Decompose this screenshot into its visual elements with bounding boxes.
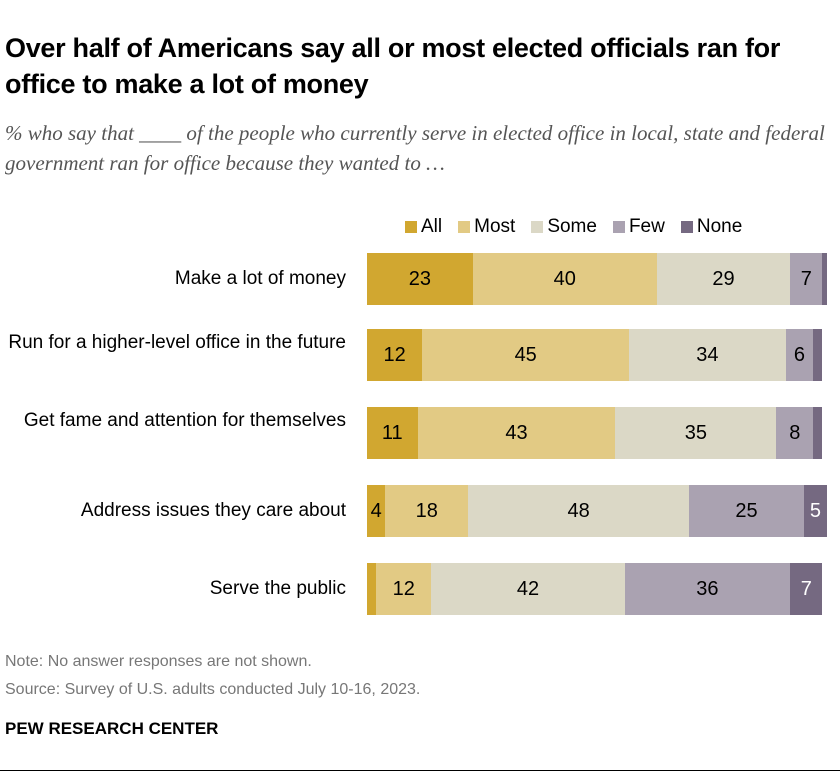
bar-segment-all: 12 (367, 329, 423, 381)
bar-segment-none (813, 329, 823, 381)
data-label: 7 (800, 267, 812, 290)
data-label: 4 (370, 499, 382, 522)
bar-segment-none: 7 (790, 563, 823, 615)
legend-swatch (680, 221, 693, 233)
legend-swatch (458, 221, 471, 233)
legend-swatch (612, 221, 625, 233)
legend-label: Some (547, 216, 597, 237)
data-label: 40 (553, 267, 576, 290)
bar-segment-some: 34 (629, 329, 786, 381)
stacked-bar: 12 42 36 7 (367, 563, 823, 615)
bar-segment-few: 25 (688, 485, 804, 537)
data-label: 25 (735, 499, 758, 522)
category-label: Serve the public (209, 578, 346, 599)
bar-segment-most: 45 (422, 329, 630, 381)
stacked-bar: 4 18 48 25 5 (367, 485, 827, 537)
data-label: 45 (514, 343, 537, 366)
legend-label: All (421, 216, 443, 237)
bar-segment-few: 8 (776, 407, 814, 459)
bar-segment-most: 40 (472, 253, 657, 305)
data-label: 34 (696, 343, 719, 366)
legend-label: Few (628, 216, 665, 237)
data-label: 29 (712, 267, 735, 290)
category-label: Address issues they care about (80, 500, 346, 521)
legend-swatch (405, 221, 417, 233)
bar-segment-few: 6 (785, 329, 814, 381)
bar-segment-some: 35 (615, 407, 777, 459)
data-label: 42 (516, 577, 540, 600)
bar-segment-none (822, 253, 827, 305)
data-label: 48 (567, 499, 590, 522)
bar-segment-none: 5 (803, 485, 827, 537)
legend-item-most: Most (458, 216, 515, 238)
bottom-rule (0, 770, 840, 771)
category-label: Make a lot of money (174, 268, 346, 289)
data-label: 12 (392, 577, 415, 600)
data-label: 43 (505, 421, 528, 444)
legend-label: Most (474, 216, 516, 237)
data-label: 35 (684, 421, 708, 444)
bar-segment-few: 7 (790, 253, 823, 305)
legend-item-few: Few (612, 216, 665, 238)
stacked-bar: 23 40 29 7 (367, 253, 827, 305)
data-label: 18 (415, 499, 438, 522)
bar-segment-some: 48 (468, 485, 689, 537)
bar-segment-few: 36 (624, 563, 791, 615)
legend-item-some: Some (531, 216, 597, 238)
bar-segment-some: 42 (431, 563, 625, 615)
legend-swatch (531, 221, 544, 233)
bar-segment-none (813, 407, 823, 459)
bar-segment-all: 23 (367, 253, 473, 305)
bar-segment-all (367, 563, 377, 615)
data-label: 36 (696, 577, 719, 600)
note: Note: No answer responses are not shown. (5, 653, 312, 670)
category-label: Get fame and attention for themselves (23, 410, 346, 431)
data-label: 11 (381, 421, 403, 444)
data-label: 7 (800, 577, 812, 600)
bar-segment-most: 12 (376, 563, 432, 615)
legend: All Most Some Few None (405, 216, 758, 238)
stacked-bar: 12 45 34 6 (367, 329, 823, 381)
chart-subtitle: % who say that ____ of the people who cu… (5, 121, 825, 175)
stacked-bar: 11 43 35 8 (367, 407, 823, 459)
source: Source: Survey of U.S. adults conducted … (5, 681, 421, 698)
brand-logo-text: PEW RESEARCH CENTER (5, 719, 219, 738)
bar-segment-most: 18 (385, 485, 469, 537)
chart-title: Over half of Americans say all or most e… (5, 33, 781, 99)
legend-item-all: All (405, 216, 442, 238)
bar-segment-all: 11 (367, 407, 418, 459)
data-label: 12 (383, 343, 406, 366)
data-label: 5 (809, 499, 822, 522)
legend-item-none: None (680, 216, 743, 238)
data-label: 8 (789, 421, 801, 444)
data-label: 23 (408, 267, 432, 290)
category-label: Run for a higher-level office in the fut… (8, 332, 346, 353)
bar-segment-all: 4 (367, 485, 386, 537)
bar-segment-some: 29 (656, 253, 791, 305)
legend-label: None (696, 216, 743, 237)
data-label: 6 (793, 343, 805, 366)
bar-segment-most: 43 (417, 407, 616, 459)
